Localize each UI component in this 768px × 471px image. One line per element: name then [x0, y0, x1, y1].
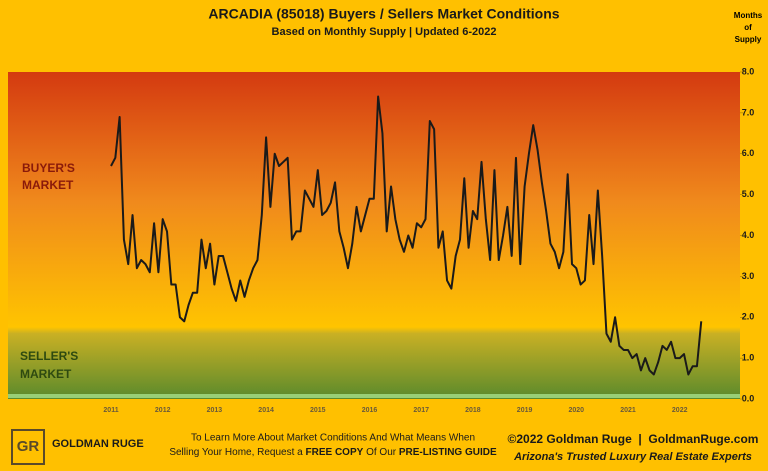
- y-axis-label: Supply: [735, 35, 762, 44]
- x-tick-label: 2017: [413, 407, 429, 414]
- x-tick-label: 2015: [310, 407, 326, 414]
- x-tick-label: 2014: [258, 407, 274, 414]
- y-tick-label: 6.0: [742, 148, 755, 158]
- x-tick-label: 2013: [207, 407, 223, 414]
- y-tick-label: 7.0: [742, 107, 755, 117]
- y-tick-label: 0.0: [742, 393, 755, 403]
- footer-part: PRE-LISTING GUIDE: [399, 447, 497, 458]
- x-tick-label: 2020: [569, 407, 585, 414]
- logo-mark: [11, 429, 45, 465]
- x-tick-label: 2022: [672, 407, 688, 414]
- y-tick-label: 2.0: [742, 312, 755, 322]
- x-tick-label: 2012: [155, 407, 171, 414]
- y-axis-label: Months: [734, 11, 763, 20]
- sellers-label: SELLER'S: [20, 349, 78, 363]
- sellers-label: MARKET: [20, 367, 72, 381]
- tagline: Arizona's Trusted Luxury Real Estate Exp…: [513, 451, 752, 463]
- footer-part: Selling Your Home, Request a: [169, 447, 305, 458]
- footer-text: To Learn More About Market Conditions An…: [191, 433, 475, 444]
- copyright: ©2022 Goldman Ruge | GoldmanRuge.com: [508, 432, 759, 446]
- footer-text: Selling Your Home, Request a FREE COPY O…: [169, 447, 497, 458]
- bottom-band: [8, 394, 740, 398]
- chart-title: ARCADIA (85018) Buyers / Sellers Market …: [208, 6, 559, 22]
- y-tick-label: 1.0: [742, 353, 755, 363]
- x-tick-label: 2011: [103, 407, 118, 414]
- buyers-label: MARKET: [22, 178, 74, 192]
- x-tick-label: 2016: [362, 407, 378, 414]
- buyers-label: BUYER'S: [22, 161, 75, 175]
- y-axis-label: of: [744, 23, 752, 32]
- x-tick-label: 2019: [517, 407, 533, 414]
- x-tick-label: 2021: [620, 407, 636, 414]
- chart-subtitle: Based on Monthly Supply | Updated 6-2022: [272, 26, 497, 38]
- x-tick-label: 2018: [465, 407, 481, 414]
- y-tick-label: 8.0: [742, 66, 755, 76]
- data-line: [110, 95, 703, 376]
- footer-part: Of Our: [363, 447, 399, 458]
- plot-background: [8, 72, 740, 399]
- y-tick-label: 4.0: [742, 230, 755, 240]
- logo-name: GOLDMAN RUGE: [52, 438, 144, 450]
- y-tick-label: 5.0: [742, 189, 755, 199]
- footer-part: FREE COPY: [306, 447, 364, 458]
- y-tick-label: 3.0: [742, 271, 755, 281]
- logo-glyph: GR: [17, 438, 40, 455]
